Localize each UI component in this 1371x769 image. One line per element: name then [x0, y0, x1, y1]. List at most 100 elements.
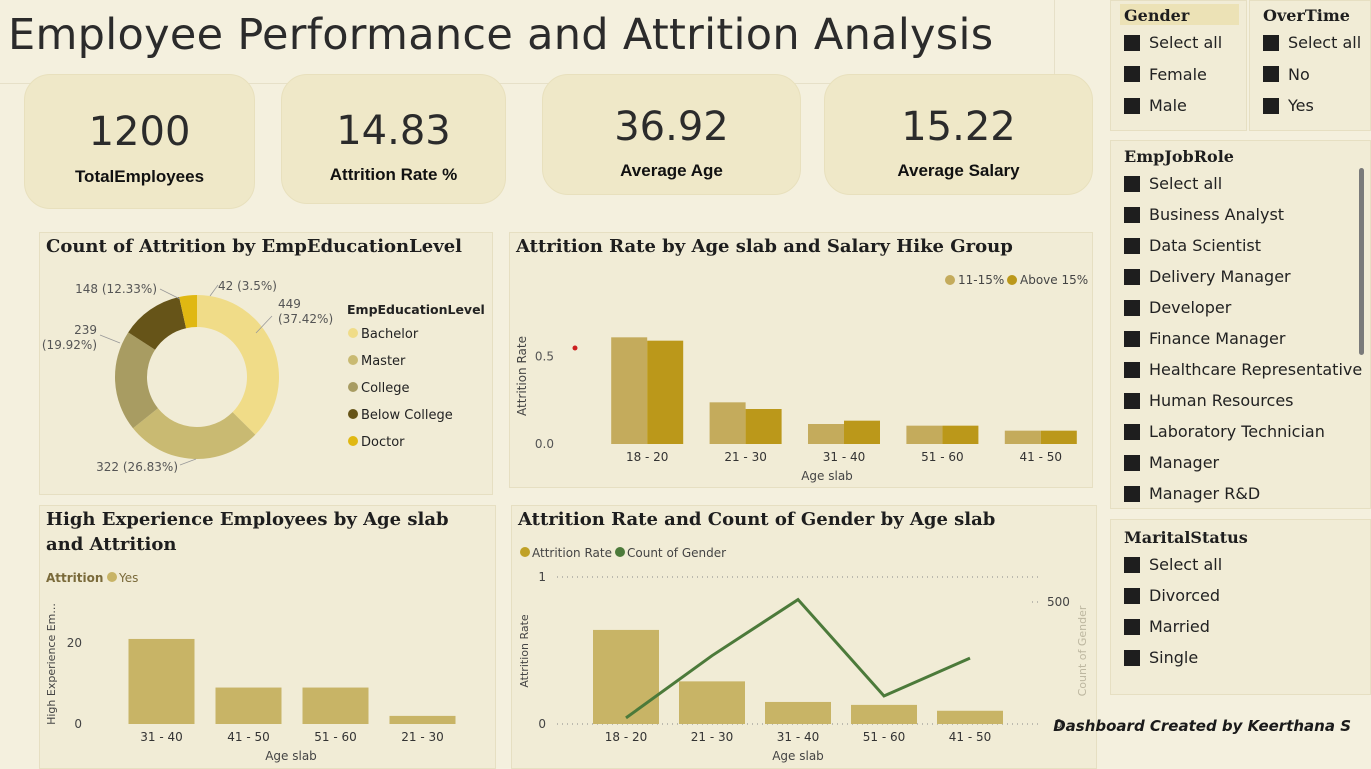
checkbox-icon[interactable] — [1124, 618, 1140, 635]
slicer-option-male[interactable]: Male — [1124, 96, 1187, 115]
bar-31-40 — [128, 638, 195, 724]
bar-11-15-18-20 — [611, 337, 648, 444]
checkbox-icon[interactable] — [1124, 649, 1140, 666]
slicer-option-female[interactable]: Female — [1124, 65, 1207, 84]
checkbox-icon[interactable] — [1124, 485, 1140, 502]
kpi-value: 14.83 — [336, 108, 451, 154]
footer-credit: Dashboard Created by Keerthana S — [1053, 717, 1351, 735]
slicer-option-laboratory-technician[interactable]: Laboratory Technician — [1124, 422, 1325, 441]
slicer-option-select-all[interactable]: Select all — [1124, 555, 1222, 574]
slicer-option-divorced[interactable]: Divorced — [1124, 586, 1220, 605]
hike-bar-panel[interactable]: Attrition Rate by Age slab and Salary Hi… — [509, 232, 1093, 488]
slicer-option-manager[interactable]: Manager — [1124, 453, 1219, 472]
kpi-card-average-age[interactable]: 36.92 Average Age — [542, 74, 801, 195]
x-tick-label: 21 - 30 — [401, 730, 444, 744]
legend-marker — [348, 409, 358, 419]
slicer-option-married[interactable]: Married — [1124, 617, 1210, 636]
gender-combo-panel[interactable]: Attrition Rate and Count of Gender by Ag… — [511, 505, 1097, 769]
x-tick-label: 31 - 40 — [823, 450, 866, 464]
checkbox-icon[interactable] — [1263, 97, 1279, 114]
checkbox-icon[interactable] — [1124, 556, 1140, 573]
checkbox-icon[interactable] — [1124, 423, 1140, 440]
chart-title: Attrition Rate by Age slab and Salary Hi… — [516, 236, 1013, 257]
checkbox-icon[interactable] — [1124, 268, 1140, 285]
checkbox-icon[interactable] — [1124, 34, 1140, 51]
chart-title: Attrition Rate and Count of Gender by Ag… — [518, 509, 996, 530]
experience-bar-panel[interactable]: High Experience Employees by Age slab an… — [39, 505, 496, 769]
bar-51-60 — [302, 687, 369, 724]
slicer-option-developer[interactable]: Developer — [1124, 298, 1231, 317]
bar-above-15-51-60 — [942, 425, 979, 444]
slicer-option-single[interactable]: Single — [1124, 648, 1198, 667]
bar-31-40 — [765, 701, 831, 724]
slicer-option-healthcare-representative[interactable]: Healthcare Representative — [1124, 360, 1362, 379]
checkbox-icon[interactable] — [1124, 361, 1140, 378]
donut-slice-college — [115, 332, 158, 429]
slicer-option-manager-r-d[interactable]: Manager R&D — [1124, 484, 1260, 503]
checkbox-icon[interactable] — [1263, 66, 1279, 82]
checkbox-icon[interactable] — [1124, 330, 1140, 347]
option-label: Delivery Manager — [1149, 267, 1291, 286]
leader-line — [255, 315, 273, 334]
jobrole-slicer[interactable] — [1110, 140, 1371, 509]
y2-axis-label: Count of Gender — [1076, 605, 1089, 696]
option-label: Developer — [1149, 298, 1232, 317]
option-label: Finance Manager — [1149, 329, 1286, 348]
checkbox-icon[interactable] — [1124, 206, 1140, 223]
hike-bar-chart: 11-15% Above 15% 0.0 0.5 Attrition Rate 18 - … — [515, 273, 1088, 483]
marital-slicer[interactable] — [1110, 519, 1371, 695]
y2-tick-label: 0 — [1055, 717, 1063, 731]
legend-marker — [348, 436, 358, 446]
option-label: Married — [1149, 617, 1210, 636]
slicer-option-human-resources[interactable]: Human Resources — [1124, 391, 1294, 410]
legend-label: Yes — [118, 571, 138, 585]
slicer-option-delivery-manager[interactable]: Delivery Manager — [1124, 267, 1291, 286]
slicer-option-select-all[interactable]: Select all — [1124, 174, 1222, 193]
legend-marker — [615, 547, 625, 557]
checkbox-icon[interactable] — [1124, 237, 1140, 254]
legend-label: Doctor — [361, 435, 405, 450]
slicer-option-yes[interactable]: Yes — [1263, 96, 1314, 115]
kpi-label: Average Salary — [897, 161, 1020, 180]
checkbox-icon[interactable] — [1124, 299, 1140, 316]
checkbox-icon[interactable] — [1124, 454, 1140, 471]
slicer-option-select-all[interactable]: Select all — [1124, 33, 1222, 52]
legend-marker — [348, 382, 358, 392]
checkbox-icon[interactable] — [1124, 97, 1140, 114]
education-donut-panel[interactable]: Count of Attrition by EmpEducationLevel … — [39, 232, 493, 495]
option-label: Divorced — [1149, 586, 1221, 605]
checkbox-icon[interactable] — [1263, 34, 1279, 51]
option-label: Data Scientist — [1149, 236, 1261, 255]
kpi-card-total-employees[interactable]: 1200 TotalEmployees — [24, 74, 255, 209]
legend-marker — [520, 547, 530, 557]
slicer-option-data-scientist[interactable]: Data Scientist — [1124, 236, 1261, 255]
checkbox-icon[interactable] — [1124, 66, 1140, 82]
bar-41-50 — [937, 710, 1003, 724]
bar-above-15-21-30 — [745, 409, 782, 444]
kpi-label: Attrition Rate % — [329, 165, 458, 184]
leader-line — [179, 458, 197, 466]
option-label: Select all — [1149, 174, 1223, 193]
checkbox-icon[interactable] — [1124, 587, 1140, 604]
x-tick-label: 21 - 30 — [691, 730, 734, 744]
chart-title: High Experience Employees by Age slab an… — [46, 509, 449, 555]
kpi-label: Average Age — [620, 161, 723, 180]
jobrole-scrollbar[interactable] — [1359, 168, 1364, 355]
donut-data-label: 322 (26.83%) — [96, 460, 178, 474]
checkbox-icon[interactable] — [1124, 175, 1140, 192]
slicer-option-no[interactable]: No — [1263, 65, 1310, 84]
x-tick-label: 51 - 60 — [314, 730, 357, 744]
checkbox-icon[interactable] — [1124, 392, 1140, 409]
donut-slice-master — [133, 408, 256, 459]
kpi-card-average-salary[interactable]: 15.22 Average Salary — [824, 74, 1093, 195]
slicer-option-business-analyst[interactable]: Business Analyst — [1124, 205, 1284, 224]
slicer-option-finance-manager[interactable]: Finance Manager — [1124, 329, 1285, 348]
kpi-label: TotalEmployees — [74, 167, 205, 186]
slicer-option-select-all[interactable]: Select all — [1263, 33, 1361, 52]
legend-label: Bachelor — [361, 327, 419, 342]
kpi-card-attrition-rate[interactable]: 14.83 Attrition Rate % — [281, 74, 506, 204]
legend-label: Count of Gender — [627, 546, 726, 560]
title-area — [0, 0, 1055, 84]
legend-marker — [107, 572, 117, 582]
option-label: Male — [1149, 96, 1187, 115]
